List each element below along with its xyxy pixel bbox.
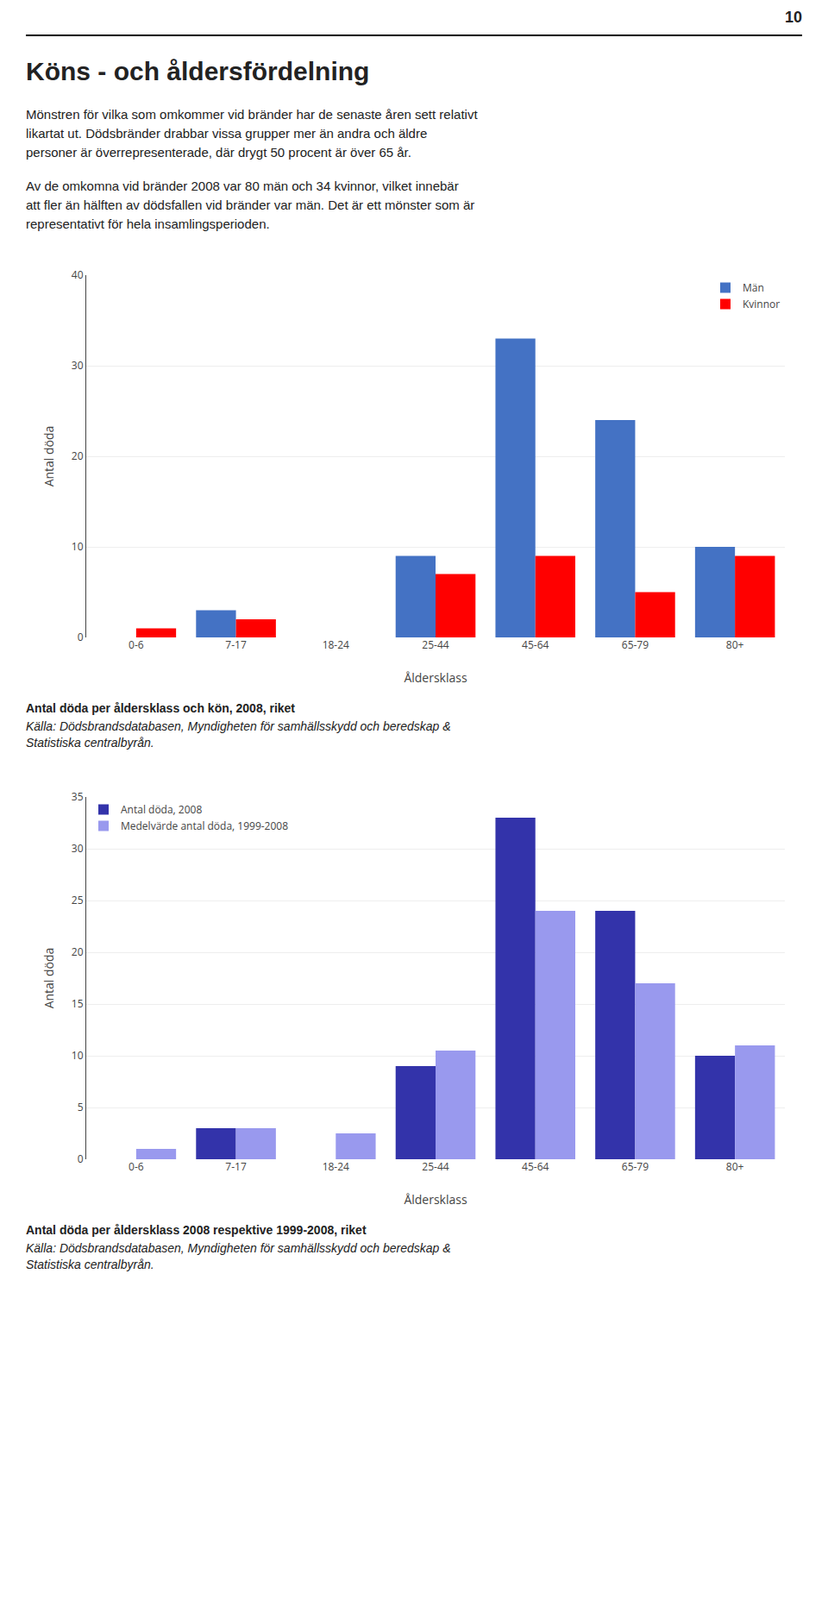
html-text:10: 10	[784, 8, 803, 26]
svg-text:Medelvärde antal döda, 1999-20: Medelvärde antal döda, 1999-2008	[120, 818, 289, 834]
svg-text:Antal döda: Antal döda	[40, 947, 57, 1009]
svg-text:7-17: 7-17	[225, 637, 247, 653]
svg-text:20: 20	[71, 944, 84, 960]
svg-text:5: 5	[77, 1099, 84, 1115]
svg-text:65-79: 65-79	[621, 637, 649, 653]
svg-text:18-24: 18-24	[322, 1159, 350, 1174]
svg-text:0-6: 0-6	[128, 1159, 145, 1174]
html-text:Av de omkomna vid bränder 2008: Av de omkomna vid bränder 2008 var 80 mä…	[25, 178, 475, 231]
svg-text:30: 30	[71, 357, 84, 373]
html-text:Köns - och åldersfördelning: Köns - och åldersfördelning	[25, 56, 370, 86]
svg-text:0: 0	[77, 629, 84, 645]
svg-text:40: 40	[71, 267, 84, 283]
html-text:Antal döda per åldersklass 200: Antal döda per åldersklass 2008 respekti…	[25, 1222, 367, 1237]
svg-text:7-17: 7-17	[225, 1159, 247, 1174]
svg-text:15: 15	[71, 996, 84, 1011]
svg-text:25: 25	[71, 892, 84, 908]
svg-text:Antal döda, 2008: Antal döda, 2008	[120, 802, 202, 817]
svg-text:65-79: 65-79	[621, 1159, 649, 1174]
svg-text:25-44: 25-44	[421, 1159, 449, 1174]
svg-text:20: 20	[71, 448, 84, 464]
svg-text:45-64: 45-64	[521, 637, 549, 653]
svg-text:Antal döda: Antal döda	[40, 425, 57, 487]
svg-text:18-24: 18-24	[322, 637, 350, 653]
svg-text:10: 10	[71, 1047, 84, 1063]
html-text:Antal döda per åldersklass och: Antal döda per åldersklass och kön, 2008…	[25, 700, 295, 715]
html-text:Källa: Dödsbrandsdatabasen, My: Källa: Dödsbrandsdatabasen, Myndigheten …	[25, 718, 451, 750]
svg-text:80+: 80+	[726, 637, 745, 653]
svg-text:Åldersklass: Åldersklass	[403, 669, 468, 686]
svg-text:30: 30	[71, 840, 84, 856]
svg-text:0-6: 0-6	[128, 637, 145, 653]
svg-text:Åldersklass: Åldersklass	[403, 1191, 468, 1208]
svg-text:Män: Män	[742, 280, 765, 295]
html-text:Källa: Dödsbrandsdatabasen, My: Källa: Dödsbrandsdatabasen, Myndigheten …	[25, 1240, 451, 1272]
svg-text:45-64: 45-64	[521, 1159, 549, 1174]
svg-text:10: 10	[71, 539, 84, 554]
svg-text:35: 35	[71, 789, 84, 804]
svg-text:0: 0	[77, 1151, 84, 1167]
html-text:Mönstren för vilka som omkomme: Mönstren för vilka som omkommer vid brän…	[25, 106, 478, 160]
svg-text:25-44: 25-44	[421, 637, 449, 653]
svg-text:80+: 80+	[726, 1159, 745, 1174]
svg-text:Kvinnor: Kvinnor	[742, 296, 780, 312]
